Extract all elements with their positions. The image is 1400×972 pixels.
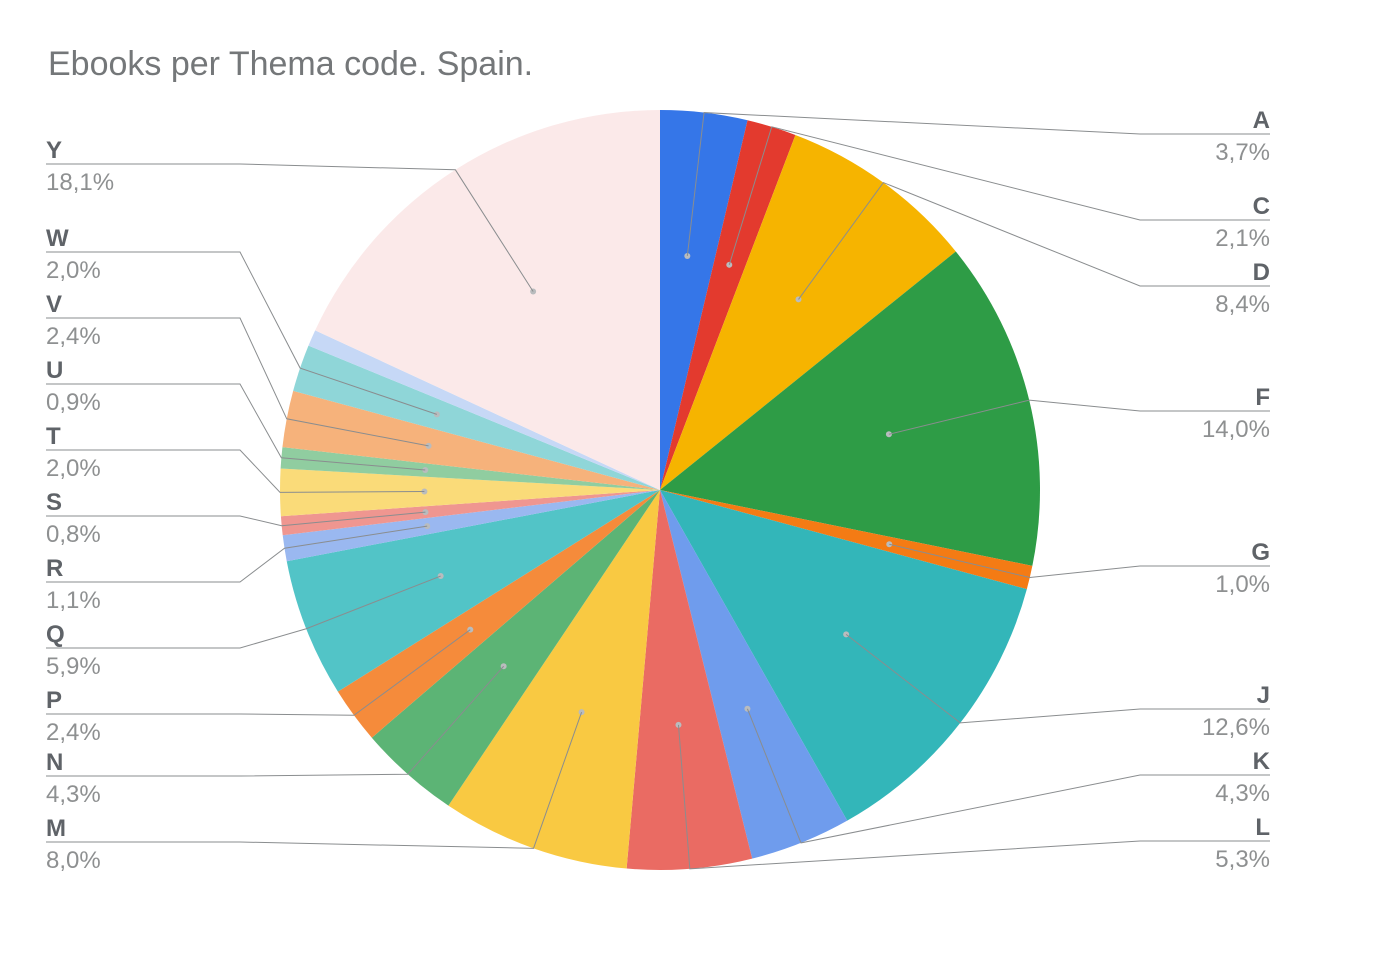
slice-label-Y: Y <box>46 137 62 164</box>
slice-label-U: U <box>46 357 63 384</box>
slice-pct-J: 12,6% <box>1202 714 1270 741</box>
slice-pct-P: 2,4% <box>46 719 101 746</box>
slice-label-R: R <box>46 555 63 582</box>
slice-label-F: F <box>1255 384 1270 411</box>
slice-pct-V: 2,4% <box>46 323 101 350</box>
slice-pct-K: 4,3% <box>1215 780 1270 807</box>
slice-label-G: G <box>1251 539 1270 566</box>
slice-label-W: W <box>46 225 69 252</box>
slice-label-C: C <box>1253 193 1270 220</box>
slice-pct-S: 0,8% <box>46 521 101 548</box>
slice-label-S: S <box>46 489 62 516</box>
slice-pct-D: 8,4% <box>1215 291 1270 318</box>
slice-label-N: N <box>46 749 63 776</box>
slice-label-L: L <box>1255 814 1270 841</box>
slice-pct-C: 2,1% <box>1215 225 1270 252</box>
slice-pct-Q: 5,9% <box>46 653 101 680</box>
slice-pct-R: 1,1% <box>46 587 101 614</box>
slice-label-V: V <box>46 291 62 318</box>
slice-pct-U: 0,9% <box>46 389 101 416</box>
slice-label-K: K <box>1253 748 1271 775</box>
slice-pct-A: 3,7% <box>1215 139 1270 166</box>
slice-pct-G: 1,0% <box>1215 571 1270 598</box>
slice-label-J: J <box>1257 682 1270 709</box>
slice-label-A: A <box>1253 107 1270 134</box>
slice-pct-M: 8,0% <box>46 847 101 874</box>
pie-chart: A 3,7% C 2,1% D 8,4% F 14,0% G 1,0% J 12,6% K 4,3% L 5,… <box>0 0 1400 972</box>
slice-label-M: M <box>46 815 66 842</box>
slice-pct-Y: 18,1% <box>46 169 114 196</box>
slice-pct-L: 5,3% <box>1215 846 1270 873</box>
slice-pct-W: 2,0% <box>46 257 101 284</box>
slice-pct-N: 4,3% <box>46 781 101 808</box>
slice-label-D: D <box>1253 259 1270 286</box>
slice-label-Q: Q <box>46 621 65 648</box>
slice-pct-F: 14,0% <box>1202 416 1270 443</box>
slice-pct-T: 2,0% <box>46 455 101 482</box>
slice-label-T: T <box>46 423 61 450</box>
slice-label-P: P <box>46 687 62 714</box>
